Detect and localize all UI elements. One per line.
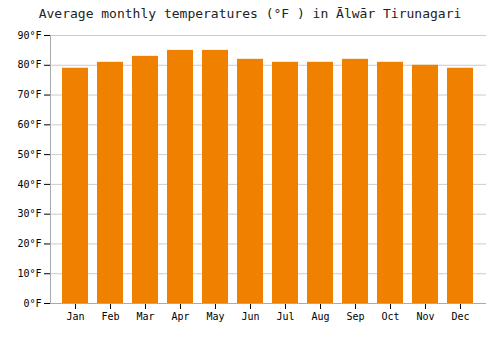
- svg-text:Aug: Aug: [311, 311, 329, 322]
- svg-text:Jun: Jun: [241, 311, 259, 322]
- svg-text:Feb: Feb: [101, 311, 119, 322]
- svg-text:Apr: Apr: [171, 311, 189, 322]
- svg-text:20°F: 20°F: [17, 238, 41, 249]
- svg-text:Nov: Nov: [416, 311, 434, 322]
- svg-text:30°F: 30°F: [17, 208, 41, 219]
- svg-text:Jul: Jul: [276, 311, 294, 322]
- svg-text:90°F: 90°F: [17, 30, 41, 41]
- svg-text:Mar: Mar: [136, 311, 154, 322]
- html-text:Average monthly temperatures (: Average monthly temperatures (°F ) in Āl…: [38, 6, 462, 21]
- svg-text:60°F: 60°F: [17, 119, 41, 130]
- svg-text:Jan: Jan: [66, 311, 84, 322]
- svg-text:80°F: 80°F: [17, 59, 41, 70]
- svg-text:50°F: 50°F: [17, 149, 41, 160]
- svg-text:Oct: Oct: [381, 311, 399, 322]
- svg-text:May: May: [206, 311, 224, 322]
- svg-text:10°F: 10°F: [17, 268, 41, 279]
- svg-text:70°F: 70°F: [17, 89, 41, 100]
- svg-text:0°F: 0°F: [23, 298, 41, 309]
- svg-text:Sep: Sep: [346, 311, 364, 322]
- svg-text:40°F: 40°F: [17, 179, 41, 190]
- svg-text:Dec: Dec: [451, 311, 469, 322]
